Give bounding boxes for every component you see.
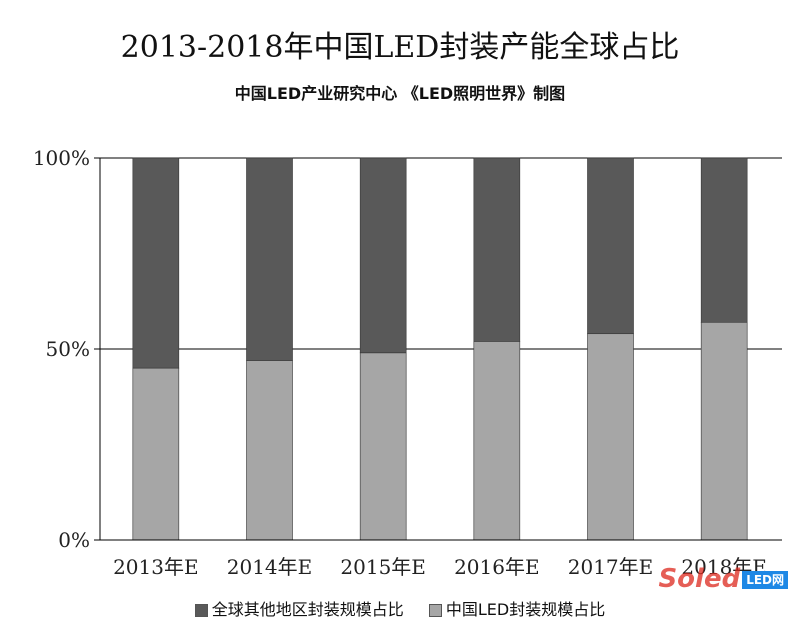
x-tick-label-3: 2016年E: [454, 555, 540, 579]
bar-china-1: [246, 360, 293, 541]
chart-title: 2013-2018年中国LED封装产能全球占比: [120, 30, 680, 65]
bar-china-3: [473, 341, 521, 541]
y-tick-label-0: 0%: [58, 528, 90, 552]
x-tick-label-2: 2015年E: [340, 555, 426, 579]
legend-item-china: 中国LED封装规模占比: [428, 596, 606, 620]
bar-china-5: [700, 321, 748, 541]
legend-label-china: 中国LED封装规模占比: [445, 600, 606, 619]
y-tick-label-2: 100%: [33, 146, 90, 170]
bar-others-1: [246, 157, 293, 361]
bar-others-3: [473, 157, 521, 342]
bar-others-2: [359, 157, 407, 354]
legend-label-others: 全球其他地区封装规模占比: [211, 600, 404, 619]
watermark-brand: Soled: [658, 564, 741, 594]
legend: 全球其他地区封装规模占比 中国LED封装规模占比: [0, 596, 800, 620]
legend-swatch-china: [428, 604, 442, 617]
bar-china-0: [132, 367, 180, 541]
x-tick-label-0: 2013年E: [113, 555, 199, 579]
watermark-badge: LED网: [742, 571, 788, 589]
bar-china-4: [587, 333, 634, 541]
x-tick-label-4: 2017年E: [568, 555, 654, 579]
bar-others-5: [700, 157, 748, 323]
watermark-logo: Soled LED网: [658, 564, 788, 594]
bar-china-2: [359, 352, 407, 541]
y-tick-label-1: 50%: [46, 337, 90, 361]
x-tick-label-1: 2014年E: [227, 555, 313, 579]
chart-subtitle: 中国LED产业研究中心 《LED照明世界》制图: [234, 84, 566, 103]
legend-swatch-others: [194, 604, 208, 617]
bar-others-4: [587, 157, 634, 335]
bar-others-0: [132, 157, 180, 369]
legend-item-others: 全球其他地区封装规模占比: [194, 596, 404, 620]
